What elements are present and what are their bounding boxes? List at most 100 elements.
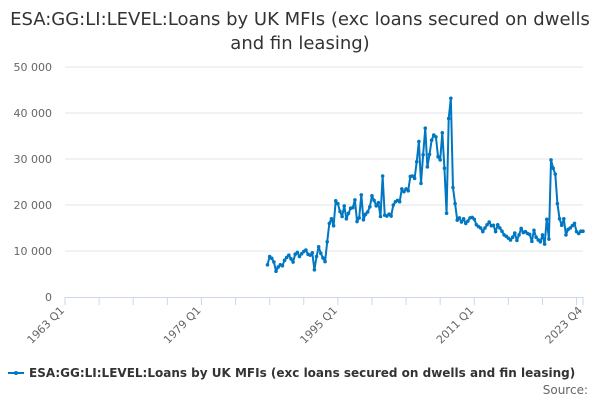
data-point bbox=[363, 212, 368, 216]
data-point bbox=[378, 214, 383, 219]
x-tick-label: 1979 Q1 bbox=[161, 304, 204, 347]
data-point bbox=[453, 201, 457, 206]
data-point bbox=[491, 223, 496, 228]
data-point bbox=[483, 226, 487, 230]
x-tick-label: 1963 Q1 bbox=[25, 304, 68, 347]
data-point bbox=[280, 263, 285, 268]
data-point bbox=[478, 226, 483, 230]
y-tick-label: 30 000 bbox=[14, 153, 53, 166]
x-tick-label: 1995 Q1 bbox=[297, 304, 340, 347]
data-point bbox=[323, 259, 327, 264]
data-point bbox=[346, 211, 351, 216]
data-point bbox=[576, 231, 581, 236]
data-point bbox=[449, 96, 453, 101]
data-point bbox=[325, 240, 329, 244]
data-point bbox=[498, 226, 502, 230]
data-point bbox=[547, 237, 551, 241]
data-point bbox=[493, 229, 498, 234]
data-point bbox=[342, 204, 347, 208]
data-point bbox=[355, 219, 359, 224]
data-point bbox=[274, 269, 278, 274]
data-point bbox=[361, 217, 366, 222]
data-point bbox=[442, 166, 447, 170]
chart-title: ESA:GG:LI:LEVEL:Loans by UK MFIs (exc lo… bbox=[10, 9, 590, 54]
data-point bbox=[570, 223, 575, 228]
data-point bbox=[562, 217, 566, 221]
data-point bbox=[406, 188, 411, 193]
data-point bbox=[417, 139, 421, 144]
data-point bbox=[425, 165, 430, 169]
data-point bbox=[353, 198, 357, 202]
data-point bbox=[312, 268, 317, 272]
data-point bbox=[410, 174, 415, 178]
y-tick-label: 50 000 bbox=[14, 61, 53, 74]
data-point bbox=[400, 187, 404, 191]
data-point bbox=[304, 248, 308, 252]
data-point bbox=[572, 221, 577, 226]
data-point bbox=[481, 229, 485, 234]
y-tick-label: 40 000 bbox=[14, 107, 53, 120]
data-point bbox=[350, 205, 355, 210]
data-point bbox=[314, 254, 319, 259]
data-point bbox=[372, 198, 376, 203]
data-point bbox=[272, 260, 276, 264]
data-point bbox=[512, 231, 517, 235]
data-point bbox=[291, 260, 295, 264]
data-point bbox=[319, 251, 323, 256]
data-point bbox=[316, 245, 321, 249]
data-point bbox=[559, 223, 564, 228]
data-point bbox=[519, 226, 523, 231]
data-point bbox=[508, 238, 513, 242]
data-point bbox=[327, 221, 332, 226]
data-point bbox=[344, 217, 349, 221]
data-point bbox=[544, 217, 549, 222]
legend-label: ESA:GG:LI:LEVEL:Loans by UK MFIs (exc lo… bbox=[29, 366, 576, 380]
data-point bbox=[466, 219, 470, 223]
data-point bbox=[446, 116, 451, 121]
data-point bbox=[402, 189, 406, 194]
data-point bbox=[459, 220, 464, 224]
data-point bbox=[340, 214, 344, 219]
data-point bbox=[423, 126, 428, 130]
data-point bbox=[455, 218, 460, 222]
data-point bbox=[421, 153, 425, 157]
data-point bbox=[532, 228, 536, 233]
y-tick-label: 0 bbox=[45, 291, 52, 304]
data-point bbox=[419, 181, 423, 186]
series-line bbox=[266, 97, 583, 273]
source-label: Source: bbox=[542, 383, 588, 397]
data-point bbox=[564, 233, 568, 237]
data-point bbox=[368, 205, 372, 209]
data-point bbox=[457, 216, 462, 220]
data-point bbox=[485, 222, 489, 227]
x-tick-label: 2023 Q4 bbox=[543, 304, 586, 347]
data-point bbox=[553, 172, 558, 176]
data-point bbox=[472, 217, 477, 222]
data-point bbox=[265, 263, 270, 267]
data-point bbox=[540, 233, 545, 237]
data-point bbox=[357, 216, 361, 220]
data-point bbox=[331, 223, 336, 228]
data-point bbox=[370, 194, 374, 198]
data-point bbox=[557, 217, 562, 221]
data-point bbox=[336, 201, 340, 206]
data-point bbox=[376, 200, 381, 205]
data-point bbox=[308, 253, 312, 257]
data-point bbox=[438, 158, 442, 162]
data-point bbox=[510, 235, 515, 239]
x-tick-label: 2011 Q1 bbox=[434, 304, 477, 347]
data-point bbox=[389, 214, 393, 218]
data-point bbox=[549, 158, 553, 162]
data-point bbox=[555, 201, 560, 206]
data-point bbox=[429, 138, 434, 142]
data-point bbox=[530, 239, 534, 244]
legend-item[interactable]: ESA:GG:LI:LEVEL:Loans by UK MFIs (exc lo… bbox=[8, 366, 575, 380]
data-point bbox=[321, 256, 325, 260]
data-point bbox=[359, 193, 364, 197]
data-point bbox=[495, 222, 500, 227]
data-point bbox=[338, 209, 342, 214]
data-point bbox=[276, 265, 280, 269]
data-point bbox=[380, 174, 385, 178]
data-point bbox=[542, 242, 547, 246]
y-tick-label: 20 000 bbox=[14, 199, 53, 212]
